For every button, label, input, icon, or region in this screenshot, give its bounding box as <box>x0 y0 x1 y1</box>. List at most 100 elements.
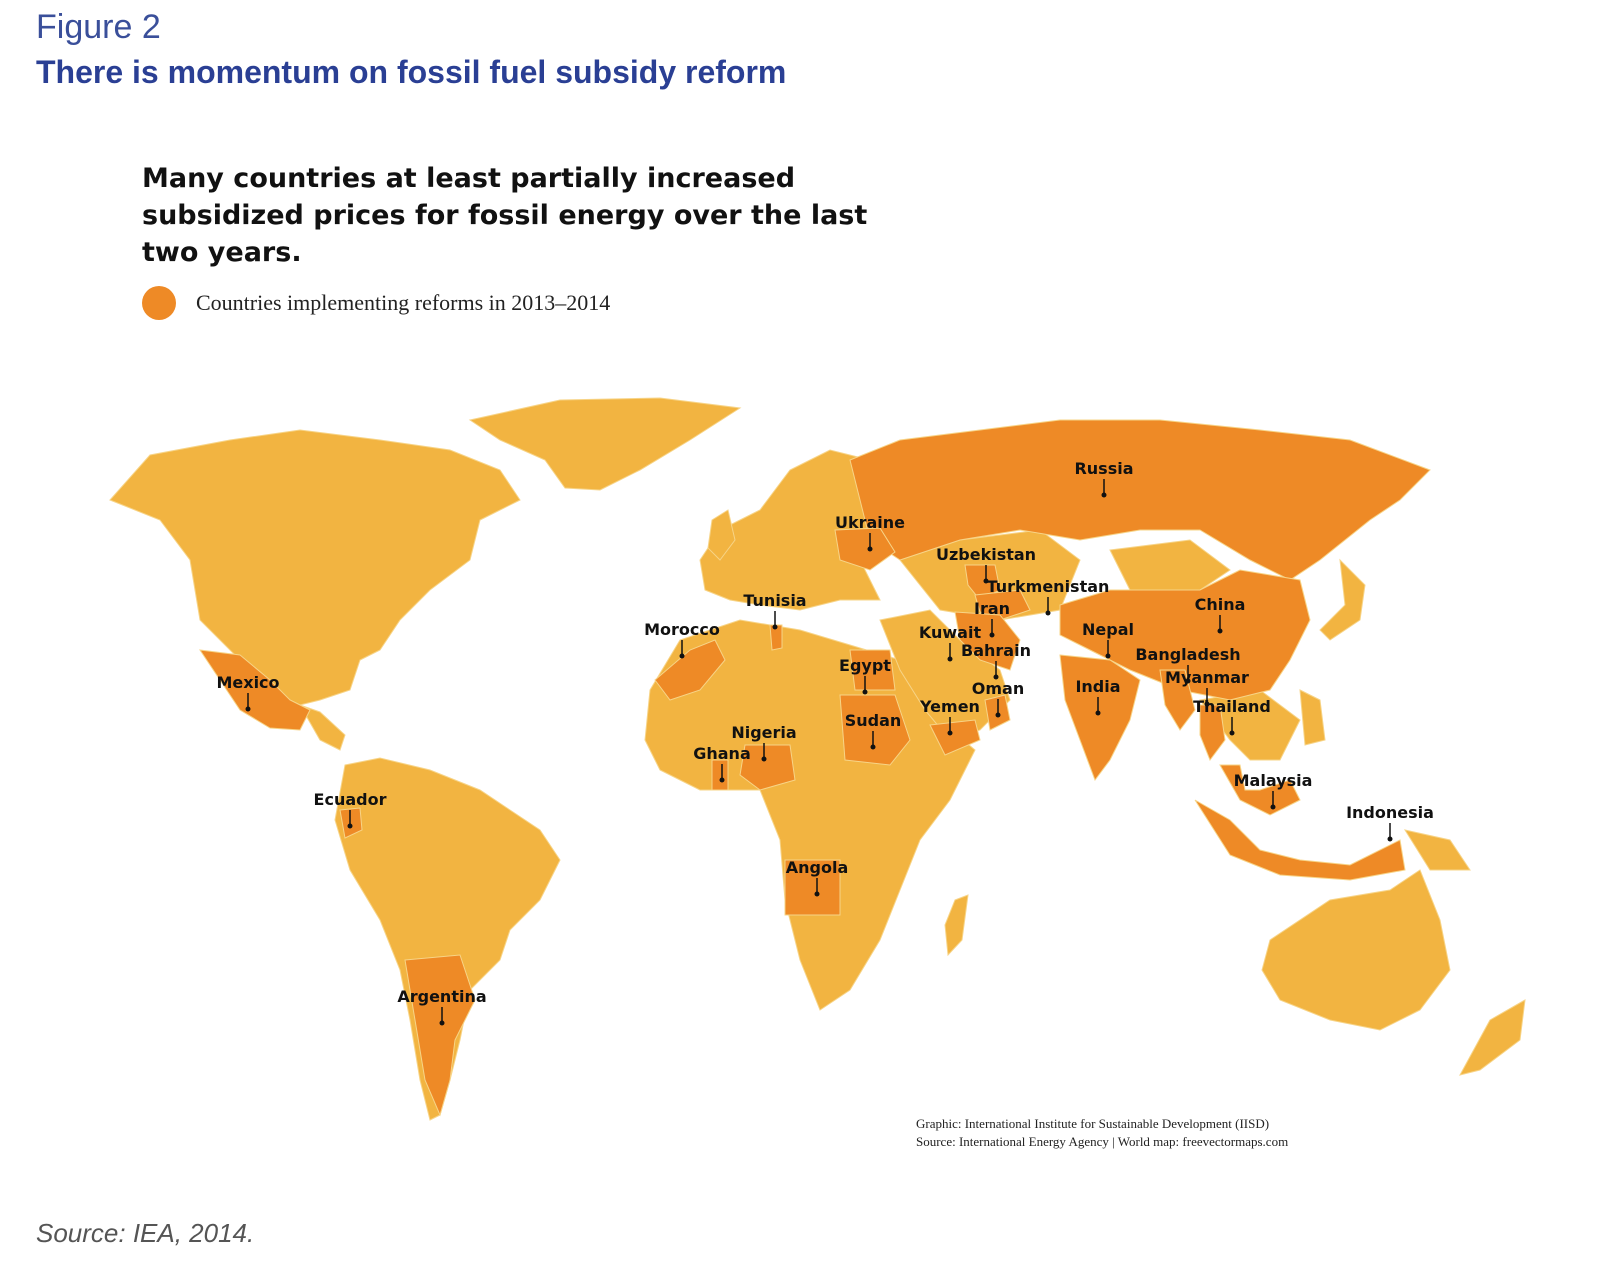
australia-shape <box>1261 869 1451 1031</box>
angola-shape <box>784 859 841 916</box>
country-label-russia: Russia <box>1074 459 1133 478</box>
marker-dot-ukraine <box>867 546 873 552</box>
iran-shape <box>954 611 1021 671</box>
uk-shape <box>707 509 736 561</box>
marker-dot-egypt <box>862 689 868 695</box>
marker-dot-argentina <box>439 1020 445 1026</box>
marker-dot-sudan <box>870 744 876 750</box>
marker-dot-bangladesh <box>1185 678 1191 684</box>
country-label-mexico: Mexico <box>216 673 279 692</box>
credit-source: Source: International Energy Agency | Wo… <box>916 1134 1289 1149</box>
marker-dot-nigeria <box>761 756 767 762</box>
country-label-indonesia: Indonesia <box>1346 803 1434 822</box>
myanmar-shape <box>1159 669 1196 731</box>
country-label-iran: Iran <box>974 599 1010 618</box>
marker-dot-oman <box>995 712 1001 718</box>
marker-dot-nepal <box>1105 653 1111 659</box>
madagascar-shape <box>944 894 969 957</box>
country-label-nigeria: Nigeria <box>731 723 796 742</box>
country-label-ghana: Ghana <box>693 744 751 763</box>
country-label-yemen: Yemen <box>919 697 980 716</box>
indonesia-shape <box>1194 799 1406 881</box>
ghana-shape <box>711 759 729 791</box>
country-label-myanmar: Myanmar <box>1165 668 1249 687</box>
source-note: Source: IEA, 2014. <box>36 1218 255 1248</box>
country-label-thailand: Thailand <box>1193 697 1271 716</box>
marker-dot-indonesia <box>1387 836 1393 842</box>
marker-dot-mexico <box>245 706 251 712</box>
india-shape <box>1059 654 1141 782</box>
mexico-shape <box>198 649 311 731</box>
sudan-shape <box>839 694 911 766</box>
yemen-shape <box>929 719 981 756</box>
ecuador-shape <box>339 807 363 839</box>
marker-dot-ecuador <box>347 823 353 829</box>
country-label-sudan: Sudan <box>845 711 902 730</box>
country-label-bahrain: Bahrain <box>961 641 1031 660</box>
mongolia-shape <box>1109 539 1231 591</box>
egypt-shape <box>849 649 896 691</box>
japan-shape <box>1319 558 1366 641</box>
marker-dot-angola <box>814 891 820 897</box>
marker-dot-kuwait <box>947 656 953 662</box>
china-shape <box>1059 569 1311 701</box>
marker-dot-turkmenistan <box>1045 610 1051 616</box>
central-america-shape <box>298 704 346 751</box>
figure-number: Figure 2 <box>36 8 161 46</box>
south-america-shape <box>334 757 561 1121</box>
morocco-shape <box>654 639 726 701</box>
country-label-tunisia: Tunisia <box>743 591 806 610</box>
marker-dot-morocco <box>679 653 685 659</box>
legend-label: Countries implementing reforms in 2013–2… <box>196 290 611 315</box>
credit-graphic: Graphic: International Institute for Sus… <box>916 1116 1270 1131</box>
greenland-shape <box>468 397 742 491</box>
country-label-angola: Angola <box>786 858 849 877</box>
marker-dot-bahrain <box>993 674 999 680</box>
map-credits: Graphic: International Institute for Sus… <box>916 1115 1288 1151</box>
legend: Countries implementing reforms in 2013–2… <box>142 286 610 320</box>
philippines-shape <box>1299 689 1326 746</box>
marker-dot-yemen <box>947 730 953 736</box>
figure-title: There is momentum on fossil fuel subsidy… <box>36 54 787 90</box>
country-label-argentina: Argentina <box>397 987 486 1006</box>
country-label-oman: Oman <box>972 679 1024 698</box>
country-label-kuwait: Kuwait <box>919 623 982 642</box>
marker-dot-russia <box>1101 492 1107 498</box>
country-label-china: China <box>1195 595 1246 614</box>
country-label-morocco: Morocco <box>644 620 720 639</box>
marker-dot-thailand <box>1229 730 1235 736</box>
country-label-uzbekistan: Uzbekistan <box>936 545 1036 564</box>
country-label-nepal: Nepal <box>1082 620 1134 639</box>
ukraine-shape <box>834 527 896 571</box>
world-map: Russia Ukraine Uzbekistan Turkmenistan Iran C… <box>109 397 1526 1121</box>
marker-dot-ghana <box>719 777 725 783</box>
marker-dot-india <box>1095 710 1101 716</box>
country-labels: Russia Ukraine Uzbekistan Turkmenistan Iran C… <box>216 459 1434 1026</box>
tunisia-shape <box>769 624 783 651</box>
country-label-ukraine: Ukraine <box>835 513 905 532</box>
map-headline: Many countries at least partially increa… <box>142 163 868 268</box>
country-label-malaysia: Malaysia <box>1234 771 1313 790</box>
marker-dot-malaysia <box>1270 804 1276 810</box>
country-label-india: India <box>1075 677 1120 696</box>
country-label-turkmenistan: Turkmenistan <box>987 577 1110 596</box>
argentina-shape <box>404 954 476 1117</box>
png-shape <box>1403 829 1471 871</box>
marker-dot-iran <box>989 632 995 638</box>
marker-dot-china <box>1217 628 1223 634</box>
marker-dot-tunisia <box>772 624 778 630</box>
country-label-bangladesh: Bangladesh <box>1135 645 1240 664</box>
turkmenistan-shape <box>974 589 1031 621</box>
malaysia-shape <box>1219 764 1301 816</box>
new-zealand-shape <box>1459 999 1526 1076</box>
marker-dot-uzbekistan <box>983 578 989 584</box>
north-america-shape <box>109 429 521 706</box>
thailand-shape <box>1199 704 1226 762</box>
marker-dot-myanmar <box>1204 701 1210 707</box>
country-label-ecuador: Ecuador <box>314 790 387 809</box>
reform-countries <box>198 419 1431 1117</box>
nigeria-shape <box>739 744 796 791</box>
russia-shape <box>849 419 1431 581</box>
country-label-egypt: Egypt <box>839 656 891 675</box>
legend-swatch <box>142 286 176 320</box>
